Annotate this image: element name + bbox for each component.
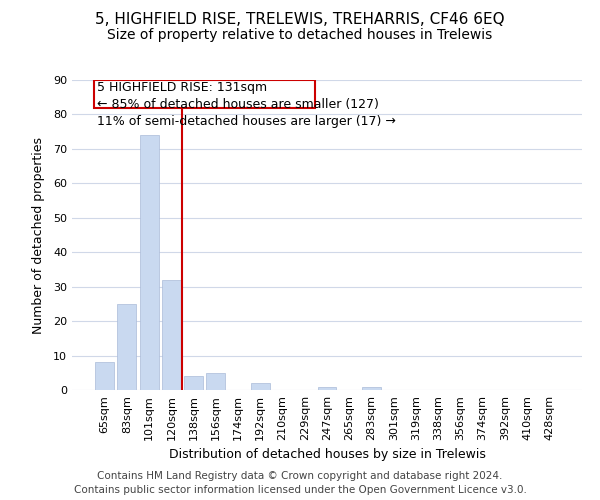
Bar (140, 135, 158, 390)
Text: 5, HIGHFIELD RISE, TRELEWIS, TREHARRIS, CF46 6EQ: 5, HIGHFIELD RISE, TRELEWIS, TREHARRIS, … (95, 12, 505, 28)
Text: 5 HIGHFIELD RISE: 131sqm
← 85% of detached houses are smaller (127)
11% of semi-: 5 HIGHFIELD RISE: 131sqm ← 85% of detach… (97, 80, 396, 128)
X-axis label: Distribution of detached houses by size in Trelewis: Distribution of detached houses by size … (169, 448, 485, 462)
Bar (251, 383, 270, 390)
Y-axis label: Number of detached properties: Number of detached properties (32, 136, 44, 334)
Bar (118, 304, 136, 390)
Bar (206, 373, 225, 390)
Bar (162, 280, 181, 390)
FancyBboxPatch shape (94, 80, 316, 108)
Bar (317, 386, 337, 390)
Bar (184, 376, 203, 390)
Bar (362, 386, 381, 390)
Text: Size of property relative to detached houses in Trelewis: Size of property relative to detached ho… (107, 28, 493, 42)
Bar (95, 362, 114, 390)
Text: Contains HM Land Registry data © Crown copyright and database right 2024.
Contai: Contains HM Land Registry data © Crown c… (74, 471, 526, 495)
